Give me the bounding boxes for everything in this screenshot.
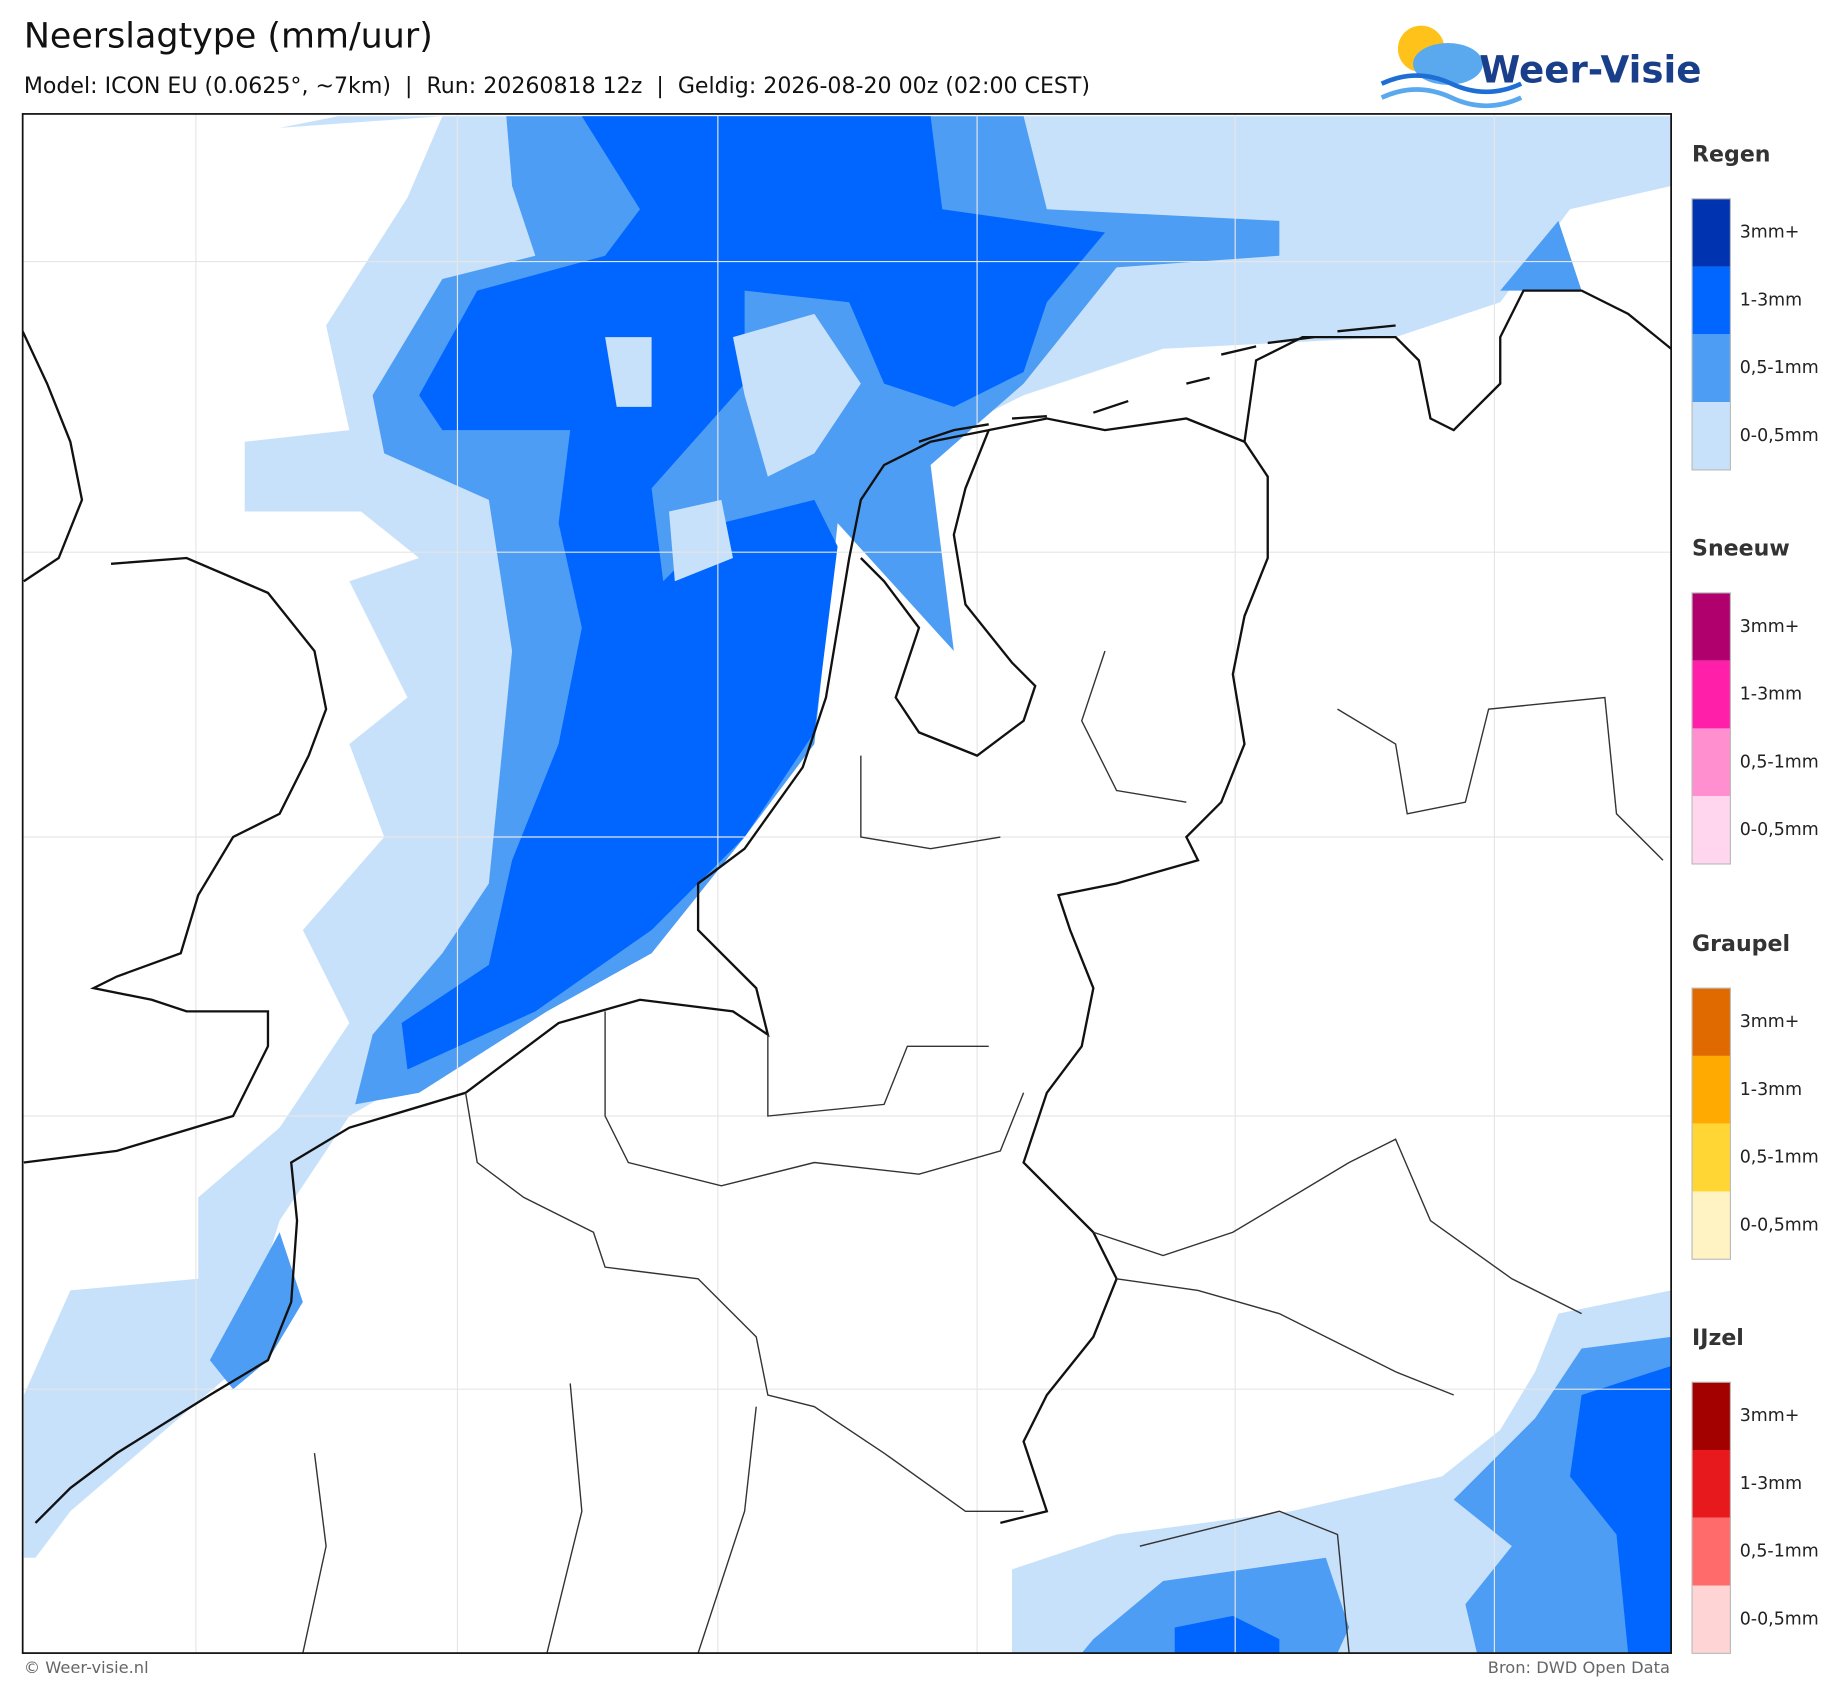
- legend-swatch: [1692, 988, 1731, 1056]
- legend-swatch: [1692, 660, 1731, 729]
- grid: [22, 113, 1672, 1654]
- legend-label: 3mm+: [1740, 617, 1800, 637]
- legend-label: 1-3mm: [1740, 290, 1802, 310]
- legend-box: [1691, 592, 1731, 865]
- legend-label: 1-3mm: [1740, 1080, 1802, 1100]
- legend-label: 0,5-1mm: [1740, 1542, 1819, 1562]
- logo-text: Weer-Visie: [1479, 48, 1701, 92]
- map-frame: [21, 113, 1672, 1654]
- legend-swatch: [1692, 1585, 1731, 1654]
- legend-title: Regen: [1692, 143, 1770, 168]
- legend-swatch: [1692, 728, 1731, 797]
- legend-title: Graupel: [1692, 932, 1790, 957]
- legend-label: 0-0,5mm: [1740, 820, 1819, 840]
- legend-swatch: [1692, 1517, 1731, 1586]
- legend-title: Sneeuw: [1692, 537, 1790, 562]
- legend-label: 1-3mm: [1740, 685, 1802, 705]
- footer-left: © Weer-visie.nl: [24, 1658, 149, 1677]
- legend-label: 0-0,5mm: [1740, 1609, 1819, 1629]
- legend-label: 1-3mm: [1740, 1474, 1802, 1494]
- legend-swatch: [1692, 592, 1731, 661]
- legend-label: 3mm+: [1740, 1012, 1800, 1032]
- legend-swatch: [1692, 1123, 1731, 1192]
- footer-right: Bron: DWD Open Data: [1488, 1658, 1670, 1677]
- legend-swatch: [1692, 198, 1731, 267]
- coastlines: [22, 289, 1672, 1525]
- legend-title: IJzel: [1692, 1326, 1744, 1351]
- logo: Weer-Visie: [1380, 25, 1701, 109]
- legend-label: 0-0,5mm: [1740, 426, 1819, 446]
- legend-swatch: [1692, 1382, 1731, 1451]
- legend-box: [1691, 987, 1731, 1260]
- map: [22, 113, 1672, 1654]
- legend-swatch: [1692, 1450, 1731, 1518]
- legend-label: 3mm+: [1740, 223, 1800, 243]
- legend: Regen 3mm+ 1-3mm 0,5-1mm 0-0,5mm Sneeuw 3mm+ 1-…: [1691, 143, 1819, 1654]
- legend-label: 3mm+: [1740, 1406, 1800, 1426]
- legend-label: 0,5-1mm: [1740, 358, 1819, 378]
- legend-swatch: [1692, 1055, 1731, 1124]
- legend-box: [1691, 1381, 1731, 1654]
- legend-label: 0,5-1mm: [1740, 1148, 1819, 1168]
- legend-swatch: [1692, 266, 1731, 335]
- legend-label: 0-0,5mm: [1740, 1215, 1819, 1235]
- legend-label: 0,5-1mm: [1740, 752, 1819, 772]
- legend-swatch: [1692, 796, 1731, 864]
- precip: [23, 116, 1672, 1654]
- legend-swatch: [1692, 334, 1731, 403]
- subtitle: Model: ICON EU (0.0625°, ~7km) | Run: 20…: [24, 74, 1090, 99]
- borders: [302, 650, 1664, 1654]
- legend-swatch: [1692, 402, 1731, 470]
- legend-box: [1691, 198, 1731, 471]
- legend-swatch: [1692, 1191, 1731, 1260]
- title: Neerslagtype (mm/uur): [24, 17, 433, 57]
